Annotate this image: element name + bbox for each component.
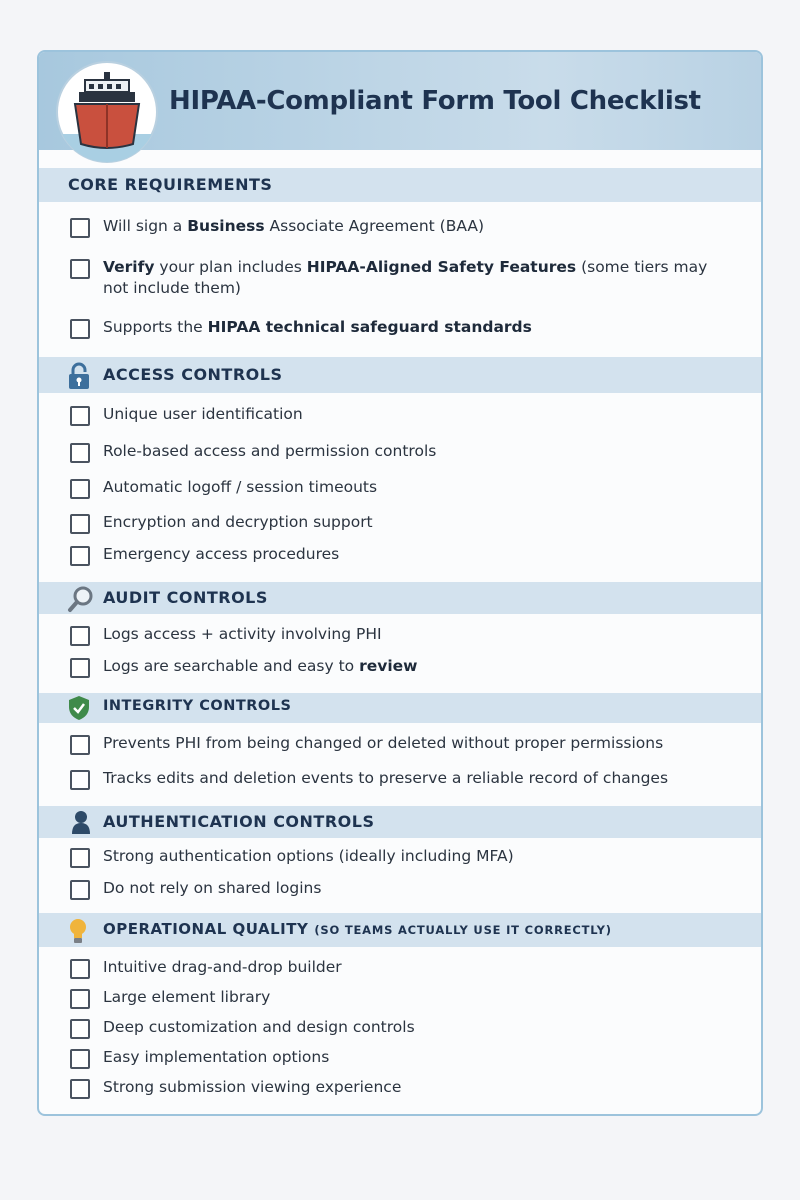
section-title-text: AUTHENTICATION CONTROLS [103,812,375,831]
checklist-item: Role-based access and permission control… [103,441,713,462]
item-text: Emergency access procedures [103,545,340,563]
checklist-item: Tracks edits and deletion events to pres… [103,768,713,789]
section-title: ACCESS CONTROLS [103,365,282,384]
checklist-item: Logs are searchable and easy to review [103,656,713,677]
checklist-item: Encryption and decryption support [103,512,713,533]
checklist-item: Intuitive drag-and-drop builder [103,957,713,978]
checklist-item: Verify your plan includes HIPAA-Aligned … [103,257,713,299]
item-text: Associate Agreement (BAA) [264,217,485,235]
checkbox[interactable] [70,658,90,678]
section-bar: CORE REQUIREMENTS [39,168,761,202]
item-text: Unique user identification [103,405,303,423]
section-title: CORE REQUIREMENTS [68,175,272,194]
checkbox[interactable] [70,626,90,646]
checkbox[interactable] [70,514,90,534]
item-text: your plan includes [154,258,307,276]
checklist-item: Will sign a Business Associate Agreement… [103,216,713,237]
item-text: Do not rely on shared logins [103,879,322,897]
checkbox[interactable] [70,546,90,566]
item-text: Tracks edits and deletion events to pres… [103,769,669,787]
item-text: Intuitive drag-and-drop builder [103,958,342,976]
section-icon [70,809,92,839]
checkbox[interactable] [70,848,90,868]
checkbox[interactable] [70,443,90,463]
section-title: INTEGRITY CONTROLS [103,698,291,714]
checklist-item: Supports the HIPAA technical safeguard s… [103,317,713,338]
section-icon [67,362,91,394]
section-title-text: INTEGRITY CONTROLS [103,698,292,714]
item-text: Logs access + activity involving PHI [103,625,382,643]
item-text: Role-based access and permission control… [103,442,437,460]
checkbox[interactable] [70,406,90,426]
checkbox[interactable] [70,218,90,238]
checklist-item: Automatic logoff / session timeouts [103,477,713,498]
section-title: OPERATIONAL QUALITY (SO TEAMS ACTUALLY US… [103,920,612,938]
section-title-text: AUDIT CONTROLS [103,588,268,607]
item-text: Verify [103,258,155,276]
section-title: AUTHENTICATION CONTROLS [103,812,374,831]
checkbox[interactable] [70,1079,90,1099]
checklist-item: Strong authentication options (ideally i… [103,846,713,867]
checklist-item: Easy implementation options [103,1047,713,1068]
checklist-item: Strong submission viewing experience [103,1077,713,1098]
item-text: Business [187,217,265,235]
item-text: HIPAA-Aligned Safety Features [306,258,577,276]
checklist-item: Unique user identification [103,404,713,425]
section-subtitle: (SO TEAMS ACTUALLY USE IT CORRECTLY) [314,923,612,937]
checkbox[interactable] [70,479,90,499]
checkbox[interactable] [70,880,90,900]
item-text: Deep customization and design controls [103,1018,415,1036]
checklist-card: HIPAA-Compliant Form Tool Checklist CORE… [37,50,763,1116]
header: HIPAA-Compliant Form Tool Checklist [39,52,761,163]
section-icon [67,695,91,725]
item-text: Easy implementation options [103,1048,330,1066]
checkbox[interactable] [70,770,90,790]
section-title: AUDIT CONTROLS [103,588,268,607]
checkbox[interactable] [70,259,90,279]
item-text: Large element library [103,988,271,1006]
checkbox[interactable] [70,319,90,339]
checkbox[interactable] [70,989,90,1009]
checklist-item: Prevents PHI from being changed or delet… [103,733,713,754]
item-text: (some tiers may not include them) [103,258,708,297]
item-text: review [359,657,418,675]
section-bar: AUDIT CONTROLS [39,582,761,614]
checkbox[interactable] [70,959,90,979]
checkbox[interactable] [70,1049,90,1069]
section-title-text: CORE REQUIREMENTS [68,175,273,194]
item-text: HIPAA technical safeguard standards [207,318,532,336]
section-title-text: ACCESS CONTROLS [103,365,283,384]
checklist-item: Do not rely on shared logins [103,878,713,899]
item-text: Strong authentication options (ideally i… [103,847,514,865]
section-bar: AUTHENTICATION CONTROLS [39,806,761,838]
item-text: Automatic logoff / session timeouts [103,478,378,496]
item-text: Prevents PHI from being changed or delet… [103,734,664,752]
checkbox[interactable] [70,1019,90,1039]
checklist-item: Logs access + activity involving PHI [103,624,713,645]
checkbox[interactable] [70,735,90,755]
checklist-item: Deep customization and design controls [103,1017,713,1038]
section-icon [67,585,95,617]
section-bar: OPERATIONAL QUALITY (SO TEAMS ACTUALLY US… [39,913,761,947]
section-title-text: OPERATIONAL QUALITY [103,920,309,938]
item-text: Strong submission viewing experience [103,1078,402,1096]
checklist-item: Emergency access procedures [103,544,713,565]
item-text: Will sign a [103,217,188,235]
title: HIPAA-Compliant Form Tool Checklist [169,86,701,116]
checklist-item: Large element library [103,987,713,1008]
section-bar: INTEGRITY CONTROLS [39,693,761,723]
item-text: Supports the [103,318,208,336]
item-text: Logs are searchable and easy to [103,657,360,675]
logo [56,61,158,163]
item-text: Encryption and decryption support [103,513,373,531]
section-bar: ACCESS CONTROLS [39,357,761,393]
section-icon [67,917,89,949]
